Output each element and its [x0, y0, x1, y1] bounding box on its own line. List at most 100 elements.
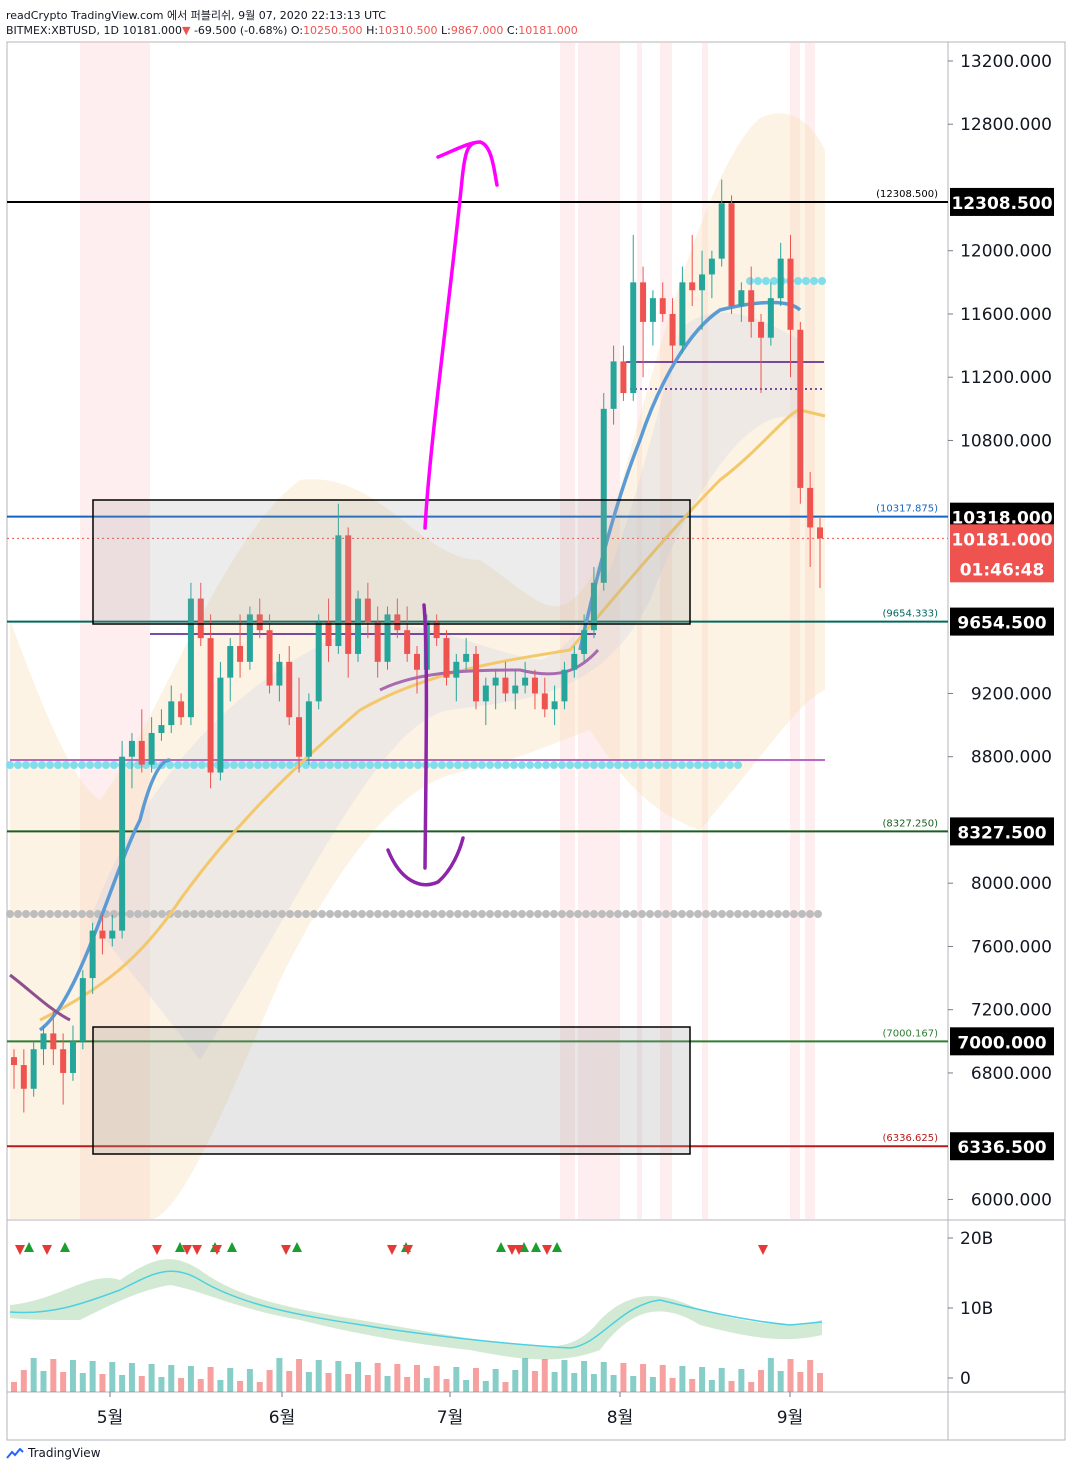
volume-bar [256, 1382, 263, 1392]
candle-body [404, 630, 411, 654]
volume-bar [168, 1365, 175, 1392]
volume-bar [748, 1382, 755, 1392]
volume-bar [472, 1368, 479, 1392]
candle-body [689, 282, 696, 291]
volume-bar [679, 1366, 686, 1392]
candle-body [758, 321, 765, 338]
time-tick-label: 7월 [437, 1408, 463, 1428]
highlight-zone [80, 42, 150, 1220]
candle-body [60, 1049, 67, 1073]
tradingview-brand-text: TradingView [28, 1446, 101, 1460]
price-label-box [950, 1027, 1054, 1056]
candle-body [738, 290, 745, 307]
volume-bar [138, 1376, 145, 1392]
candle-body [620, 361, 627, 394]
price-label-box [950, 524, 1054, 583]
price-tick-label: 7200.000 [971, 1001, 1052, 1021]
symbol-label: BITMEX:XBTUSD, 1D [6, 24, 119, 37]
price-label-text: 7000.000 [957, 1033, 1046, 1053]
volume-band [10, 1259, 822, 1360]
moving-average-blue [38, 758, 171, 1032]
candlestick [718, 179, 725, 267]
candlestick [758, 313, 765, 394]
candlestick [767, 282, 774, 346]
candlestick [610, 345, 617, 425]
volume-bar [817, 1373, 823, 1392]
volume-bar [414, 1365, 420, 1392]
candle-body [50, 1033, 57, 1050]
candle-body [492, 677, 499, 686]
candlestick [522, 661, 529, 694]
candle-body [817, 527, 823, 539]
candlestick [119, 740, 126, 939]
price-tick-label: 7600.000 [971, 937, 1052, 957]
volume-ma-line [9, 1270, 823, 1349]
candlestick [227, 638, 234, 702]
volume-bar [649, 1377, 656, 1392]
sell-signal-marker [152, 1245, 162, 1255]
time-tick-label: 9월 [777, 1408, 803, 1428]
volume-bar [286, 1371, 293, 1392]
volume-bar [610, 1375, 617, 1392]
price-label-text: 10318.000 [951, 509, 1052, 529]
sell-signal-marker [507, 1245, 517, 1255]
candlestick [659, 282, 666, 322]
sell-signal-marker [387, 1245, 397, 1255]
candlestick [443, 630, 450, 686]
candle-body [286, 661, 293, 718]
price-label-text: 12308.500 [951, 194, 1052, 214]
price-tick-label: 11600.000 [960, 305, 1052, 325]
close-value: 10181.000 [518, 24, 578, 37]
volume-bar [187, 1366, 194, 1392]
price-tick-label: 12000.000 [960, 242, 1052, 262]
candlestick [728, 195, 735, 314]
highlight-zone [790, 42, 800, 1220]
sell-signal-marker [281, 1245, 291, 1255]
time-tick-label: 5월 [97, 1408, 123, 1428]
price-label-text: 8327.500 [957, 823, 1046, 843]
price-tick-label: 10800.000 [960, 431, 1052, 451]
price-note: (7000.167) [882, 1028, 938, 1039]
volume-bar [60, 1372, 67, 1392]
candle-body [305, 701, 312, 757]
volume-bar [11, 1382, 17, 1392]
volume-bar [364, 1375, 371, 1392]
volume-bar [325, 1373, 332, 1392]
candle-body [659, 298, 666, 314]
candle-body [590, 582, 597, 631]
volume-bar [640, 1364, 647, 1392]
volume-bar [79, 1373, 86, 1392]
volume-bar [109, 1362, 116, 1392]
candle-body [581, 630, 588, 654]
candle-body [787, 258, 794, 330]
volume-bar [512, 1370, 519, 1392]
price-note: (6336.625) [882, 1133, 938, 1144]
price-label-text: 6336.500 [957, 1138, 1046, 1158]
volume-bar [738, 1369, 745, 1392]
candle-body [502, 677, 509, 694]
volume-bar [394, 1364, 401, 1392]
candle-body [541, 693, 548, 710]
price-label-box [950, 607, 1054, 636]
candle-body [640, 282, 647, 322]
volume-bar [217, 1380, 224, 1392]
price-tick-label: 8800.000 [971, 748, 1052, 768]
buy-signal-marker [292, 1242, 302, 1252]
open-value: 10250.500 [303, 24, 363, 37]
price-label-text: 10181.000 [951, 530, 1052, 550]
price-note: (10317.875) [876, 504, 938, 515]
candlestick [158, 709, 165, 741]
candlestick [630, 234, 637, 401]
volume-bar [197, 1379, 204, 1392]
candle-body [679, 282, 686, 346]
candle-body [512, 685, 519, 694]
candlestick [246, 606, 253, 670]
candle-body [187, 598, 194, 718]
candle-body [325, 622, 332, 647]
candlestick [99, 914, 106, 955]
ribbon-band [90, 312, 800, 1061]
volume-bar [266, 1370, 273, 1392]
candle-body [433, 622, 440, 639]
buy-signal-marker [24, 1242, 34, 1252]
